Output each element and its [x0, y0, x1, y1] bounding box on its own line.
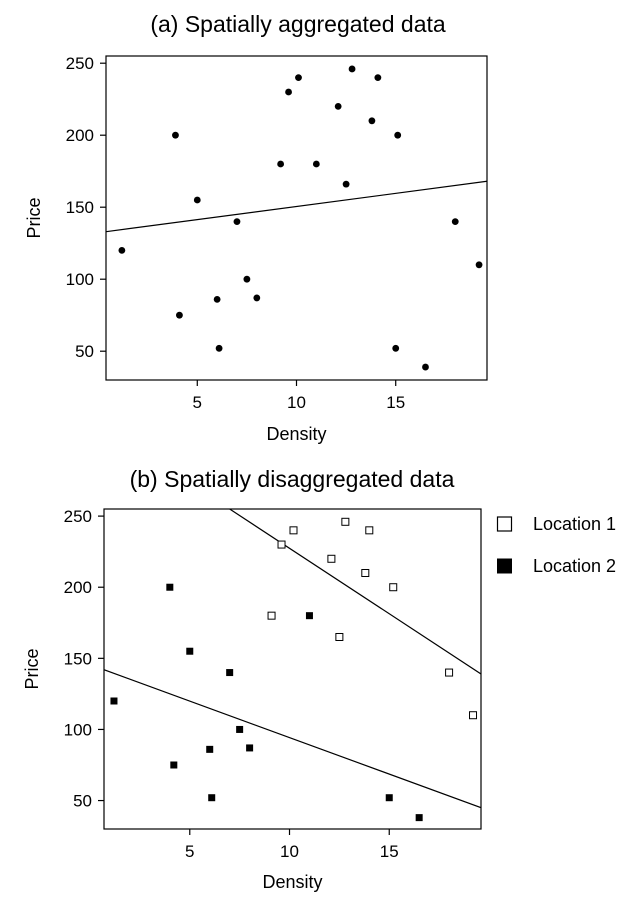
- y-tick-label: 50: [75, 342, 94, 361]
- data-point-location-2: [206, 745, 214, 753]
- data-point-location-1: [277, 540, 286, 549]
- chart-title: (a) Spatially aggregated data: [150, 11, 446, 37]
- data-point: [253, 294, 261, 302]
- data-point-location-1: [327, 554, 336, 563]
- data-point: [215, 344, 223, 352]
- legend-marker-open: [496, 516, 513, 532]
- data-point-location-2: [305, 612, 313, 620]
- data-point-location-2: [208, 794, 216, 802]
- plot-frame: [103, 508, 482, 830]
- data-point: [422, 363, 429, 371]
- data-point-location-1: [341, 517, 350, 526]
- y-tick-label: 150: [66, 198, 94, 217]
- trend-line: [106, 180, 487, 233]
- y-tick-label: 150: [64, 649, 92, 668]
- y-tick-label: 200: [66, 126, 94, 145]
- data-point: [475, 261, 483, 269]
- legend-label: Location 2: [533, 556, 616, 576]
- data-point: [451, 218, 459, 226]
- data-point: [374, 74, 382, 81]
- chart-b: (b) Spatially disaggregated data 5 10 15 50 1…: [22, 466, 616, 892]
- data-point: [285, 88, 292, 96]
- y-tick-label: 100: [66, 270, 94, 289]
- data-point-location-1: [335, 633, 344, 641]
- data-point-location-1: [361, 569, 370, 577]
- data-point: [295, 74, 302, 81]
- x-tick-label: 10: [280, 842, 299, 861]
- data-point: [348, 65, 356, 73]
- data-point-location-1: [389, 583, 398, 592]
- data-point: [394, 131, 402, 139]
- x-tick-label: 10: [287, 393, 306, 412]
- data-point: [172, 131, 179, 139]
- data-point: [368, 117, 376, 125]
- data-point: [233, 218, 241, 226]
- data-point-location-2: [110, 697, 118, 705]
- data-point-location-2: [186, 647, 194, 655]
- data-point-location-2: [170, 761, 178, 769]
- data-point: [334, 103, 342, 110]
- data-point-location-2: [236, 725, 244, 733]
- data-point-location-2: [166, 583, 174, 591]
- y-tick-label: 200: [64, 578, 92, 597]
- data-point: [213, 295, 221, 303]
- data-point: [243, 275, 251, 283]
- data-point-location-1: [445, 668, 454, 677]
- trend-line: [229, 509, 481, 675]
- legend-label: Location 1: [533, 514, 616, 534]
- y-axis-label: Price: [24, 197, 44, 238]
- data-point: [277, 160, 285, 168]
- data-point-location-2: [415, 814, 423, 822]
- data-point-location-1: [469, 711, 478, 720]
- y-tick-label: 100: [64, 720, 92, 739]
- data-point-location-2: [226, 669, 234, 677]
- chart-title: (b) Spatially disaggregated data: [130, 466, 455, 492]
- x-axis-label: Density: [266, 424, 326, 444]
- data-point-location-1: [365, 526, 374, 535]
- data-point: [176, 311, 183, 319]
- trend-line: [104, 669, 481, 809]
- data-point-location-2: [385, 794, 393, 802]
- data-point-location-2: [246, 744, 254, 752]
- x-tick-label: 15: [380, 842, 399, 861]
- data-point: [392, 344, 400, 352]
- y-axis-label: Price: [22, 648, 42, 689]
- data-point: [193, 196, 201, 204]
- plot-frame: [105, 55, 488, 381]
- data-point-location-1: [267, 611, 276, 620]
- x-axis-label: Density: [262, 872, 322, 892]
- data-point: [342, 180, 350, 188]
- data-point: [118, 247, 126, 254]
- data-point: [312, 160, 320, 168]
- legend: Location 1 Location 2: [496, 514, 616, 576]
- data-point-location-1: [289, 526, 298, 535]
- x-tick-label: 15: [386, 393, 405, 412]
- x-tick-label: 5: [185, 842, 194, 861]
- y-tick-label: 250: [66, 54, 94, 73]
- y-tick-label: 50: [73, 792, 92, 811]
- legend-marker-filled: [497, 558, 512, 574]
- y-tick-label: 250: [64, 507, 92, 526]
- chart-a: (a) Spatially aggregated data 5 10 15 50 100 1…: [24, 11, 488, 444]
- x-tick-label: 5: [193, 393, 202, 412]
